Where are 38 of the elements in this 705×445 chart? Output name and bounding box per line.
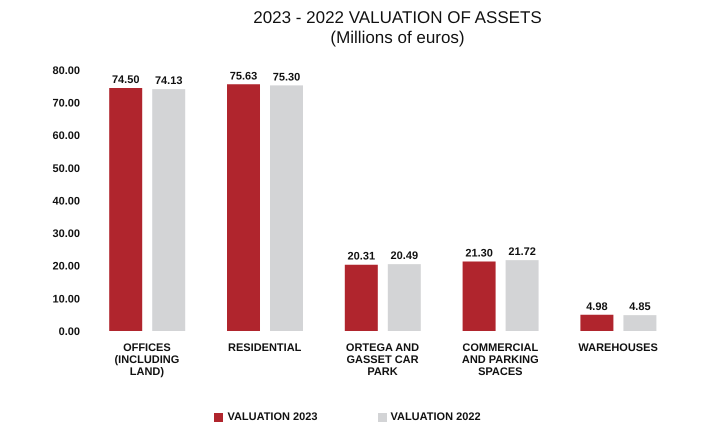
data-label: 4.85 <box>629 301 651 314</box>
y-tick-label: 80.00 <box>52 64 80 77</box>
bar <box>580 314 614 331</box>
bar <box>506 260 539 331</box>
bar <box>623 315 656 331</box>
y-tick-label: 50.00 <box>52 162 80 175</box>
chart-title: 2023 - 2022 VALUATION OF ASSETS <box>252 8 543 28</box>
bar <box>462 262 496 331</box>
x-tick-label: RESIDENTIAL <box>228 342 302 354</box>
data-label: 74.50 <box>112 74 140 86</box>
bar <box>109 88 142 331</box>
y-tick-label: 20.00 <box>52 260 80 273</box>
bar <box>227 84 260 331</box>
y-tick-label: 30.00 <box>52 228 80 240</box>
x-tick-label: OFFICES (INCLUDING LAND) <box>114 342 180 378</box>
data-label: 75.30 <box>272 71 300 84</box>
bar <box>344 264 378 331</box>
legend-label: VALUATION 2023 <box>226 411 318 423</box>
data-label: 20.49 <box>390 250 418 262</box>
bar <box>388 264 421 331</box>
y-tick-label: 0.00 <box>58 326 80 338</box>
y-tick-label: 10.00 <box>52 293 80 306</box>
y-tick-label: 70.00 <box>52 98 80 110</box>
y-tick-label: 60.00 <box>52 130 80 142</box>
data-label: 21.72 <box>508 246 536 258</box>
bar <box>270 85 304 331</box>
bar <box>152 89 186 331</box>
y-tick-label: 40.00 <box>52 195 80 208</box>
chart-subtitle: (Millions of euros) <box>329 28 466 48</box>
legend-label: VALUATION 2022 <box>390 411 481 423</box>
x-tick-label: ORTEGA AND GASSET CAR PARK <box>346 342 420 378</box>
x-tick-label: COMMERCIAL AND PARKING SPACES <box>462 342 539 378</box>
data-label: 20.31 <box>348 250 376 263</box>
data-label: 21.30 <box>465 248 493 260</box>
data-label: 74.13 <box>154 75 182 88</box>
data-label: 75.63 <box>230 70 258 82</box>
x-tick-label: WAREHOUSES <box>578 342 658 354</box>
data-label: 4.98 <box>586 300 608 313</box>
